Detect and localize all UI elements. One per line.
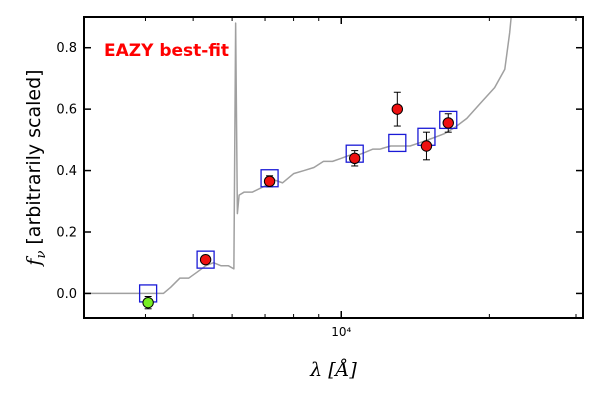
observed-flux-point (263, 175, 276, 188)
observed-flux-point (391, 103, 404, 115)
sed-curve-layer (84, 17, 512, 295)
model-flux-square (196, 250, 215, 269)
observed-flux-point (442, 117, 454, 129)
observed-flux-point (420, 140, 433, 152)
model-flux-square (388, 133, 407, 153)
axes: 0.0 0.2 0.4 0.6 0.8 10⁴ (56, 16, 584, 339)
y-tick-label: 0.0 (56, 287, 77, 302)
plot-frame (83, 16, 584, 319)
x-tick-label: 10⁴ (331, 325, 351, 339)
y-tick-label: 0.2 (56, 226, 77, 241)
y-axis-label: fν [arbitrarily scaled] (23, 69, 49, 267)
y-tick-label: 0.8 (56, 41, 77, 56)
x-axis-label: λ [Å] (309, 359, 357, 381)
y-tick-label: 0.4 (56, 164, 77, 179)
chart-annotation: EAZY best-fit (104, 41, 229, 61)
y-tick-label: 0.6 (56, 103, 77, 118)
nondetection-flux-point (142, 296, 154, 309)
observed-flux-point (199, 253, 212, 266)
sed-model-line (84, 17, 512, 295)
observed-flux-point (349, 152, 361, 164)
marker-layer (138, 103, 458, 309)
